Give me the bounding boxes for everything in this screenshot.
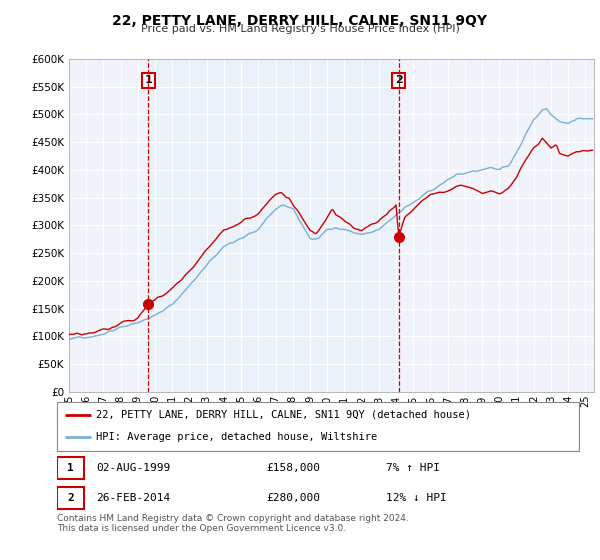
Text: 22, PETTY LANE, DERRY HILL, CALNE, SN11 9QY: 22, PETTY LANE, DERRY HILL, CALNE, SN11 … <box>113 14 487 28</box>
FancyBboxPatch shape <box>57 457 84 479</box>
Text: Contains HM Land Registry data © Crown copyright and database right 2024.
This d: Contains HM Land Registry data © Crown c… <box>57 514 409 534</box>
Text: Price paid vs. HM Land Registry's House Price Index (HPI): Price paid vs. HM Land Registry's House … <box>140 24 460 34</box>
Text: 1: 1 <box>145 76 152 86</box>
Text: £158,000: £158,000 <box>266 463 320 473</box>
FancyBboxPatch shape <box>57 402 579 451</box>
Text: 02-AUG-1999: 02-AUG-1999 <box>96 463 170 473</box>
FancyBboxPatch shape <box>57 487 84 509</box>
Bar <box>148 59 398 392</box>
Text: 22, PETTY LANE, DERRY HILL, CALNE, SN11 9QY (detached house): 22, PETTY LANE, DERRY HILL, CALNE, SN11 … <box>96 410 471 420</box>
Text: 12% ↓ HPI: 12% ↓ HPI <box>386 493 446 503</box>
Text: HPI: Average price, detached house, Wiltshire: HPI: Average price, detached house, Wilt… <box>96 432 377 442</box>
Text: £280,000: £280,000 <box>266 493 320 503</box>
Text: 1: 1 <box>67 463 74 473</box>
Text: 2: 2 <box>67 493 74 503</box>
Text: 7% ↑ HPI: 7% ↑ HPI <box>386 463 440 473</box>
Text: 2: 2 <box>395 76 403 86</box>
Text: 26-FEB-2014: 26-FEB-2014 <box>96 493 170 503</box>
